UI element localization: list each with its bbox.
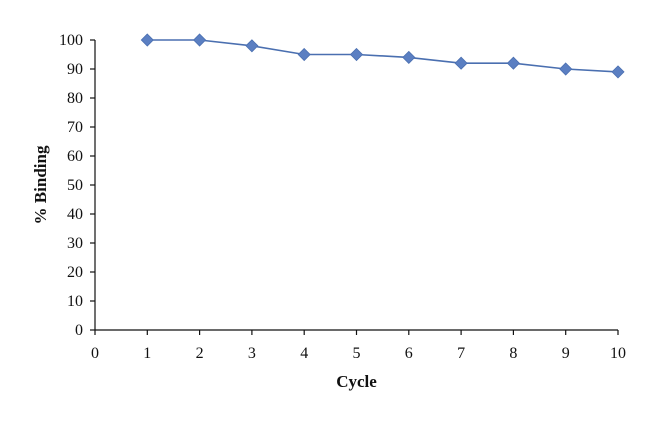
x-tick-label: 9: [562, 345, 570, 362]
data-point: [506, 56, 520, 70]
y-tick-label: 10: [67, 293, 83, 310]
x-tick-label: 8: [509, 345, 517, 362]
y-tick-label: 100: [59, 32, 83, 49]
x-tick-label: 1: [143, 345, 151, 362]
x-tick-label: 6: [405, 345, 413, 362]
data-point: [454, 56, 468, 70]
data-point: [193, 33, 207, 47]
data-point: [559, 62, 573, 76]
y-axis-ticks: 0 10 20 30 40 50 60 70 80 90 100: [59, 32, 95, 339]
data-point: [349, 47, 364, 62]
series-line: [147, 39, 619, 73]
x-tick-label: 3: [248, 345, 256, 362]
y-tick-label: 20: [67, 264, 83, 281]
data-point: [245, 39, 259, 53]
x-axis-title: Cycle: [336, 372, 377, 391]
x-tick-label: 5: [353, 345, 361, 362]
x-tick-label: 7: [457, 345, 465, 362]
y-tick-label: 90: [67, 61, 83, 78]
y-tick-label: 40: [67, 206, 83, 223]
series-layer: [140, 33, 625, 79]
data-point: [402, 50, 416, 64]
y-tick-label: 30: [67, 235, 83, 252]
x-tick-label: 10: [610, 345, 626, 362]
data-point: [140, 33, 154, 47]
data-point: [297, 47, 311, 62]
y-tick-label: 70: [67, 119, 83, 136]
y-tick-label: 80: [67, 90, 83, 107]
y-tick-label: 50: [67, 177, 83, 194]
y-tick-label: 0: [75, 322, 83, 339]
x-axis-ticks: 0 1 2 3 4 5 6 7 8 9 10: [91, 330, 626, 362]
x-tick-label: 2: [196, 345, 204, 362]
y-tick-label: 60: [67, 148, 83, 165]
x-tick-label: 4: [300, 345, 308, 362]
x-tick-label: 0: [91, 345, 99, 362]
y-axis-title: % Binding: [31, 145, 50, 224]
data-point: [611, 65, 625, 79]
